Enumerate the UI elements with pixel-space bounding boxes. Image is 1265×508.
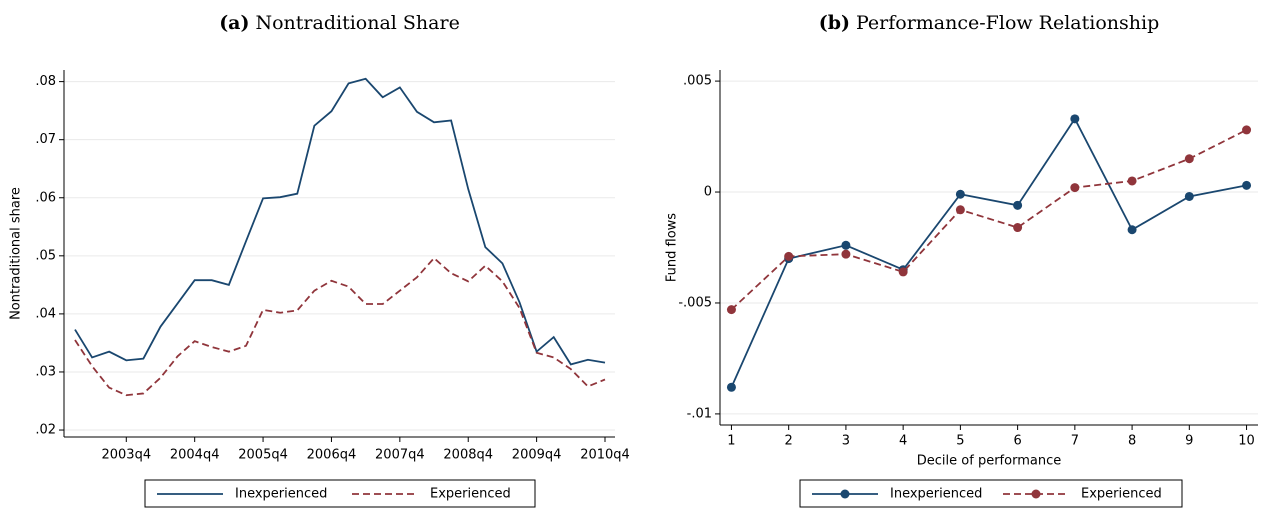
title-text: Nontraditional Share bbox=[255, 12, 459, 34]
title-text: Performance-Flow Relationship bbox=[856, 12, 1159, 34]
y-tick-label: .05 bbox=[35, 248, 56, 263]
legend-label: Inexperienced bbox=[235, 487, 327, 502]
series-point bbox=[898, 267, 908, 277]
y-tick-label: .06 bbox=[35, 190, 56, 205]
legend-label: Inexperienced bbox=[890, 487, 982, 502]
series-line bbox=[730, 117, 1247, 388]
legend-marker bbox=[840, 489, 850, 499]
x-tick-label: 2006q4 bbox=[307, 448, 357, 463]
x-tick-label: 2003q4 bbox=[101, 448, 151, 463]
series-line bbox=[74, 77, 606, 366]
series-line bbox=[74, 256, 606, 397]
series-point bbox=[955, 189, 965, 199]
series-point bbox=[1070, 114, 1080, 124]
panel-label: (b) bbox=[819, 12, 850, 34]
x-tick-label: 2007q4 bbox=[375, 448, 425, 463]
x-tick-label: 3 bbox=[842, 434, 850, 449]
series-point bbox=[1013, 223, 1023, 233]
x-tick-label: 2009q4 bbox=[512, 448, 562, 463]
series-point bbox=[841, 249, 851, 259]
y-tick-label: .07 bbox=[35, 132, 56, 147]
series-point bbox=[1184, 191, 1194, 201]
series-point bbox=[1242, 125, 1252, 135]
series-point bbox=[784, 251, 794, 261]
x-tick-label: 2010q4 bbox=[580, 448, 630, 463]
x-tick-label: 8 bbox=[1128, 434, 1136, 449]
series-point bbox=[1127, 176, 1137, 186]
y-tick-label: .08 bbox=[35, 74, 56, 89]
series-point bbox=[726, 382, 736, 392]
y-axis-label: Fund flows bbox=[665, 213, 680, 282]
chart-title: (b) Performance-Flow Relationship bbox=[819, 12, 1160, 34]
series-point bbox=[726, 305, 736, 315]
series-point bbox=[955, 205, 965, 215]
x-tick-label: 1 bbox=[727, 434, 735, 449]
x-tick-label: 10 bbox=[1238, 434, 1255, 449]
y-axis-label: Nontraditional share bbox=[9, 187, 24, 320]
x-tick-label: 2005q4 bbox=[238, 448, 288, 463]
x-axis-label: Decile of performance bbox=[917, 454, 1061, 469]
series-point bbox=[1242, 180, 1252, 190]
panel-label: (a) bbox=[219, 12, 249, 34]
x-tick-label: 6 bbox=[1013, 434, 1021, 449]
x-tick-label: 4 bbox=[899, 434, 907, 449]
legend-box bbox=[799, 479, 1183, 508]
legend-label: Experienced bbox=[430, 487, 511, 502]
legend-marker bbox=[1031, 489, 1041, 499]
y-tick-label: .005 bbox=[683, 74, 712, 89]
series-point bbox=[841, 240, 851, 250]
y-tick-label: .03 bbox=[35, 364, 56, 379]
x-tick-label: 2008q4 bbox=[443, 448, 493, 463]
x-tick-label: 2 bbox=[785, 434, 793, 449]
legend-label: Experienced bbox=[1081, 487, 1162, 502]
y-tick-label: -.005 bbox=[678, 295, 712, 310]
series-point bbox=[1127, 225, 1137, 235]
series-line bbox=[730, 129, 1247, 311]
x-tick-label: 5 bbox=[956, 434, 964, 449]
x-tick-label: 7 bbox=[1071, 434, 1079, 449]
x-tick-label: 9 bbox=[1185, 434, 1193, 449]
chart-title: (a) Nontraditional Share bbox=[219, 12, 460, 34]
y-tick-label: .04 bbox=[35, 306, 56, 321]
y-tick-label: -.01 bbox=[687, 406, 712, 421]
x-tick-label: 2004q4 bbox=[170, 448, 220, 463]
y-tick-label: .02 bbox=[35, 423, 56, 438]
series-point bbox=[1013, 200, 1023, 210]
series-point bbox=[1184, 154, 1194, 164]
y-tick-label: 0 bbox=[704, 185, 712, 200]
series-point bbox=[1070, 183, 1080, 193]
